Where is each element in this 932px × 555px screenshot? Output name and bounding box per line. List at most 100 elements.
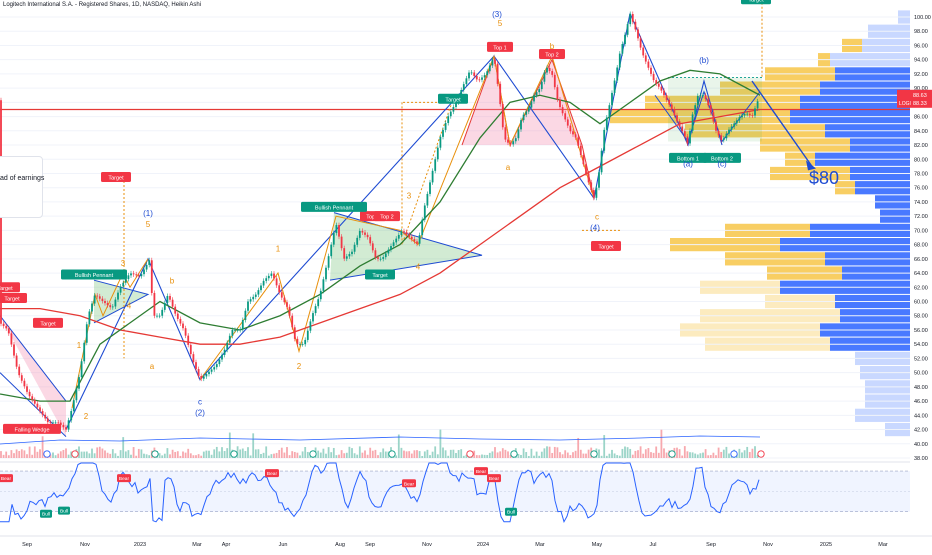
candle-body [504,127,507,140]
price-tick: 80.00 [914,157,928,163]
price-tick: 90.00 [914,86,928,92]
volume-bar [442,447,444,458]
candle-body [52,422,54,424]
volume-bar [608,453,611,458]
volume-bar [93,453,96,458]
red-tag: Top 2 [545,52,558,58]
candle-body [691,114,694,131]
candle-body [20,375,23,381]
candle-body [23,380,26,387]
volume-bar [127,450,130,458]
price-tick: 60.00 [914,300,928,306]
red-tag: Target [4,296,20,302]
candle-body [390,246,392,250]
volume-bar [2,454,5,458]
volume-bar [369,447,372,458]
volume-bar [585,453,587,458]
target-bracket-2 [401,101,453,245]
volume-bar [205,450,208,458]
candle-body [574,134,577,138]
volume-bar [491,451,494,458]
wave-label: 1 [276,245,281,254]
moving-averages [0,69,761,402]
pattern-drawings [0,2,816,438]
volume-bar [624,446,626,458]
minor-wave-4 [493,54,595,199]
candle-body [709,105,712,113]
candle-body [288,306,291,316]
volume-bar [20,449,23,458]
volume-bar [361,452,364,458]
volume-bar [741,452,743,458]
volume-bar [158,453,161,458]
candle-body [543,72,546,82]
candle-body [410,236,413,240]
time-tick: Sep [22,542,32,548]
time-tick: Sep [365,542,375,548]
candle-body [431,170,434,183]
last-price-symbol: LOGI [899,101,911,107]
volume-bar [397,434,400,458]
volume-bar [371,450,374,458]
candle-body [304,339,307,345]
candle-body [213,367,216,370]
candle-body [306,330,309,340]
candle-body [239,329,242,331]
wave-label: c [198,398,202,407]
candle-body [236,329,239,331]
price-tick: 76.00 [914,186,928,192]
candle-body [665,95,668,100]
candle-body [171,299,174,307]
candle-body [96,295,99,297]
volume-bar [434,446,437,458]
volume-bar [197,454,200,458]
volume-bar [712,452,715,458]
volume-bar [603,435,606,458]
candle-body [252,296,255,300]
volume-bar [223,451,226,458]
price-tick: 62.00 [914,285,928,291]
candle-body [312,313,314,322]
candle-body [317,299,320,307]
candle-body [163,302,166,310]
volume-bar [577,437,580,458]
volume-bar [117,455,119,458]
price-tick: 78.00 [914,171,928,177]
volume-bar [655,446,658,458]
candle-body [748,113,751,116]
volume-bar [7,455,10,458]
candle-body [579,145,582,155]
earnings-marker [466,450,474,458]
candle-body [644,55,647,62]
candle-body [314,306,317,314]
volume-bar [28,446,31,458]
volume-bar [748,452,751,458]
volume-bar [270,454,273,458]
candle-body [106,303,109,306]
volume-bar [496,452,499,458]
volume-bar [39,449,41,458]
volume-bar [751,448,754,458]
candle-body [299,344,301,345]
volume-bar [70,451,73,458]
volume-bar [130,454,132,458]
candle-body [660,86,663,91]
candle-body [637,29,639,39]
price-tick: 72.00 [914,214,928,220]
candle-body [174,306,177,314]
volume-bar [228,432,231,458]
candle-body [62,424,65,428]
top1-fill [462,56,510,146]
candle-body [2,323,5,327]
candle-body [559,99,561,108]
volume-bar [517,453,520,458]
volume-bar [494,447,496,458]
volume-bar [689,452,691,458]
volume-bar [171,449,174,458]
candle-body [730,126,733,130]
candle-body [377,257,379,259]
volume-bar [481,454,483,458]
volume-bar [322,448,325,458]
volume-bar [587,449,590,458]
candle-body [119,286,122,293]
